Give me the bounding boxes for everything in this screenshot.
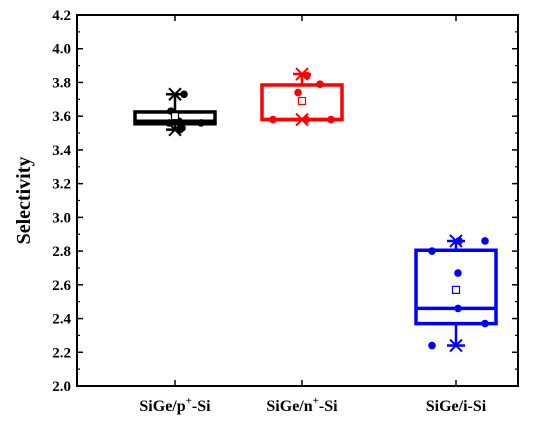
box-group	[260, 67, 344, 127]
data-point	[316, 80, 324, 88]
x-category-label: SiGe/p+-Si	[139, 395, 211, 415]
x-category-label-base: SiGe/p	[139, 398, 185, 415]
x-category-label-sup: +	[313, 395, 319, 407]
data-point	[428, 247, 436, 255]
data-point	[197, 119, 205, 127]
data-point	[455, 237, 463, 245]
y-tick-label: 2.2	[52, 345, 71, 361]
box-iqr	[414, 248, 498, 326]
data-point	[303, 71, 311, 80]
x-category-label: SiGe/n+-Si	[266, 395, 338, 415]
x-category-label-sup: +	[186, 395, 192, 407]
y-tick-label: 2.6	[52, 278, 71, 294]
data-point	[454, 269, 462, 277]
y-tick-label: 2.0	[52, 379, 71, 395]
y-tick-label: 4.0	[52, 42, 71, 58]
data-point	[269, 115, 277, 124]
x-category-label-tail: -Si	[192, 398, 211, 415]
x-axis: SiGe/p+-Si SiGe/n+-Si SiGe/i-Si	[139, 15, 487, 415]
data-point	[481, 319, 489, 328]
x-category-label: SiGe/i-Si	[426, 398, 487, 415]
box-group	[133, 87, 217, 137]
y-tick-label: 2.4	[52, 312, 71, 328]
data-point	[294, 88, 302, 97]
mean-marker	[170, 112, 180, 121]
data-point	[302, 115, 310, 124]
data-point	[327, 115, 335, 124]
y-tick-label: 3.4	[52, 143, 71, 159]
y-tick-label: 4.2	[52, 8, 71, 24]
data-point	[180, 90, 188, 99]
data-point	[165, 119, 173, 127]
data-point	[176, 125, 184, 134]
y-tick-label: 3.2	[52, 177, 71, 193]
data-point	[428, 341, 436, 350]
mean-marker	[297, 96, 307, 106]
x-category-label-base: SiGe/n	[266, 398, 312, 415]
box-iqr	[133, 110, 217, 126]
y-axis: 2.0 2.2 2.4 2.6 2.8 3.0 3.2 3.4 3.6 3.8 4.0 4.2	[52, 8, 518, 395]
x-category-label-base: SiGe/i-Si	[426, 398, 487, 415]
y-tick-label: 3.8	[52, 75, 71, 91]
plot-area	[76, 14, 519, 387]
data-point	[454, 304, 462, 313]
box-group	[414, 234, 498, 353]
mean-marker	[451, 285, 461, 294]
y-tick-label: 3.6	[52, 109, 71, 125]
y-tick-label: 3.0	[52, 210, 71, 226]
data-point	[481, 237, 489, 245]
y-tick-label: 2.8	[52, 244, 71, 260]
x-category-label-tail: -Si	[319, 398, 338, 415]
y-axis-title: Selectivity	[13, 157, 35, 245]
